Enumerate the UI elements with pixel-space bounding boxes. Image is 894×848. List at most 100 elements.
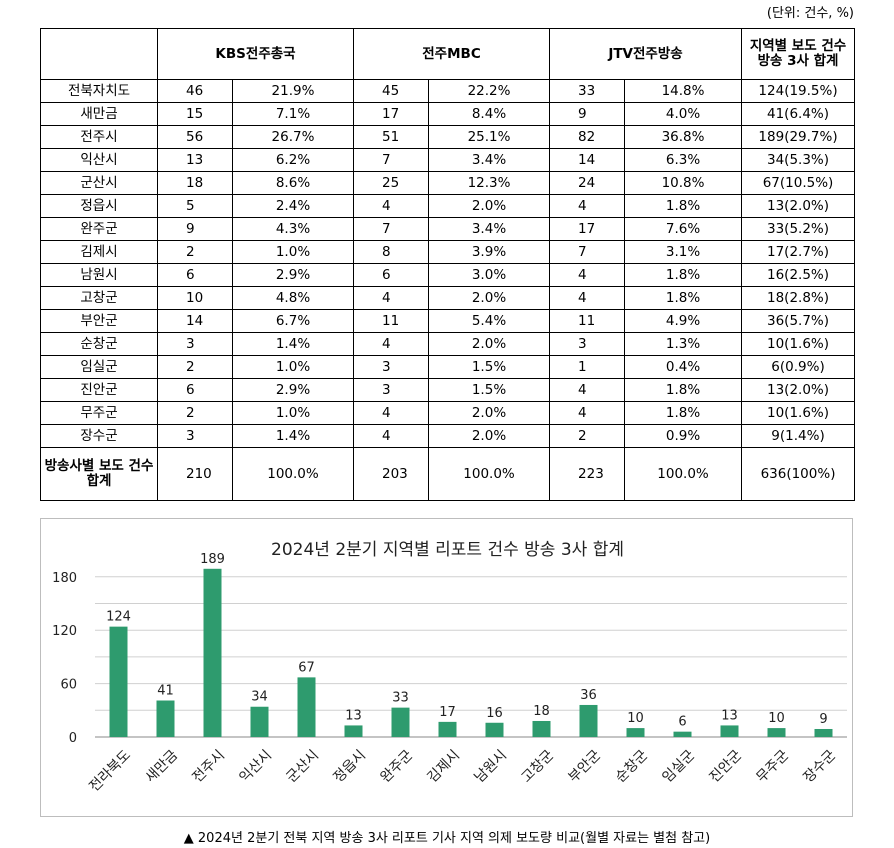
x-tick-label: 전라북도 [86, 747, 134, 795]
cell-kbs-n: 6 [157, 263, 233, 287]
cell-mbc-n: 4 [353, 332, 429, 356]
table-row: 새만금 15 7.1% 17 8.4% 9 4.0% 41(6.4%) [40, 102, 856, 126]
cell-mbc-p: 3.9% [427, 240, 551, 264]
cell-jtv-p: 10.8% [624, 171, 743, 195]
header-jtv: JTV전주방송 [549, 28, 743, 80]
bar-value-label: 36 [580, 688, 597, 703]
x-tick-label: 군산시 [283, 747, 322, 786]
cell-kbs-p: 4.3% [232, 217, 354, 241]
cell-kbs-p: 2.4% [232, 194, 354, 218]
cell-region: 전주시 [40, 125, 158, 149]
bar-value-label: 6 [678, 715, 686, 730]
cell-jtv-p: 36.8% [624, 125, 743, 149]
bar-value-label: 13 [721, 708, 738, 723]
cell-total: 41(6.4%) [741, 102, 856, 126]
cell-jtv-p: 1.8% [624, 378, 743, 402]
y-tick-label: 60 [60, 678, 77, 693]
bar [579, 704, 598, 737]
bar-value-label: 33 [392, 691, 409, 706]
cell-mbc-n: 17 [353, 102, 429, 126]
cell-region: 남원시 [40, 263, 158, 287]
cell-jtv-p: 3.1% [624, 240, 743, 264]
bar [250, 706, 269, 737]
cell-region: 새만금 [40, 102, 158, 126]
y-tick-label: 180 [52, 571, 77, 586]
cell-kbs-n: 2 [157, 240, 233, 264]
cell-mbc-n: 51 [353, 125, 429, 149]
x-tick-label: 익산시 [236, 747, 275, 786]
cell-mbc-p: 3.4% [427, 217, 551, 241]
cell-jtv-p: 0.9% [624, 424, 743, 448]
cell-mbc-n: 8 [353, 240, 429, 264]
bar-value-label: 189 [200, 552, 225, 567]
bar-value-label: 18 [533, 704, 550, 719]
cell-kbs-n: 10 [157, 286, 233, 310]
bar [438, 721, 457, 737]
cell-region: 임실군 [40, 355, 158, 379]
cell-kbs-n: 18 [157, 171, 233, 195]
bar [297, 677, 316, 737]
header-total: 지역별 보도 건수 방송 3사 합계 [741, 28, 856, 80]
cell-mbc-p: 100.0% [427, 447, 551, 501]
cell-region: 고창군 [40, 286, 158, 310]
cell-kbs-n: 3 [157, 332, 233, 356]
cell-total: 124(19.5%) [741, 79, 856, 103]
bar-value-label: 10 [768, 711, 785, 726]
cell-mbc-n: 3 [353, 378, 429, 402]
bar [767, 728, 786, 737]
table-row: 익산시 13 6.2% 7 3.4% 14 6.3% 34(5.3%) [40, 148, 856, 172]
x-tick-label: 무주군 [753, 747, 792, 786]
cell-kbs-p: 1.0% [232, 401, 354, 425]
cell-kbs-p: 26.7% [232, 125, 354, 149]
cell-kbs-n: 210 [157, 447, 233, 501]
table-row: 군산시 18 8.6% 25 12.3% 24 10.8% 67(10.5%) [40, 171, 856, 195]
bar [814, 728, 833, 737]
cell-jtv-n: 223 [549, 447, 626, 501]
cell-region: 전북자치도 [40, 79, 158, 103]
x-tick-label: 정읍시 [330, 747, 369, 786]
bar-value-label: 124 [106, 610, 131, 625]
cell-total: 13(2.0%) [741, 378, 856, 402]
cell-jtv-n: 17 [549, 217, 626, 241]
cell-jtv-p: 4.0% [624, 102, 743, 126]
bar-chart-svg: 2024년 2분기 지역별 리포트 건수 방송 3사 합계 0 60 120 180 12… [52, 540, 847, 795]
cell-jtv-n: 2 [549, 424, 626, 448]
table-total-row: 방송사별 보도 건수 합계 210 100.0% 203 100.0% 223 100.0%… [40, 447, 856, 501]
cell-jtv-n: 11 [549, 309, 626, 333]
cell-kbs-p: 6.7% [232, 309, 354, 333]
bar-value-label: 13 [345, 708, 362, 723]
cell-mbc-n: 4 [353, 424, 429, 448]
cell-mbc-n: 4 [353, 286, 429, 310]
cell-total: 189(29.7%) [741, 125, 856, 149]
cell-mbc-n: 45 [353, 79, 429, 103]
cell-mbc-p: 1.5% [427, 355, 551, 379]
report-count-table: KBS전주총국 전주MBC JTV전주방송 지역별 보도 건수 방송 3사 합계… [40, 28, 856, 501]
cell-mbc-p: 1.5% [427, 378, 551, 402]
cell-region: 완주군 [40, 217, 158, 241]
table-row: 장수군 3 1.4% 4 2.0% 2 0.9% 9(1.4%) [40, 424, 856, 448]
bar [203, 568, 222, 737]
cell-jtv-n: 4 [549, 286, 626, 310]
cell-kbs-n: 2 [157, 355, 233, 379]
x-tick-label: 고창군 [518, 747, 557, 786]
cell-jtv-p: 4.9% [624, 309, 743, 333]
table-row: 부안군 14 6.7% 11 5.4% 11 4.9% 36(5.7%) [40, 309, 856, 333]
x-tick-label: 진안군 [706, 747, 745, 786]
table-row: 진안군 6 2.9% 3 1.5% 4 1.8% 13(2.0%) [40, 378, 856, 402]
x-tick-label: 새만금 [142, 747, 181, 786]
cell-mbc-p: 8.4% [427, 102, 551, 126]
x-tick-label: 장수군 [800, 747, 839, 786]
bar-value-label: 34 [251, 690, 268, 705]
cell-mbc-n: 25 [353, 171, 429, 195]
y-tick-label: 0 [69, 731, 77, 746]
cell-kbs-n: 2 [157, 401, 233, 425]
bar [485, 722, 504, 737]
cell-mbc-n: 3 [353, 355, 429, 379]
cell-kbs-n: 15 [157, 102, 233, 126]
cell-jtv-n: 24 [549, 171, 626, 195]
cell-mbc-n: 4 [353, 401, 429, 425]
cell-jtv-n: 4 [549, 263, 626, 287]
cell-jtv-p: 0.4% [624, 355, 743, 379]
table-row: 정읍시 5 2.4% 4 2.0% 4 1.8% 13(2.0%) [40, 194, 856, 218]
cell-total: 34(5.3%) [741, 148, 856, 172]
